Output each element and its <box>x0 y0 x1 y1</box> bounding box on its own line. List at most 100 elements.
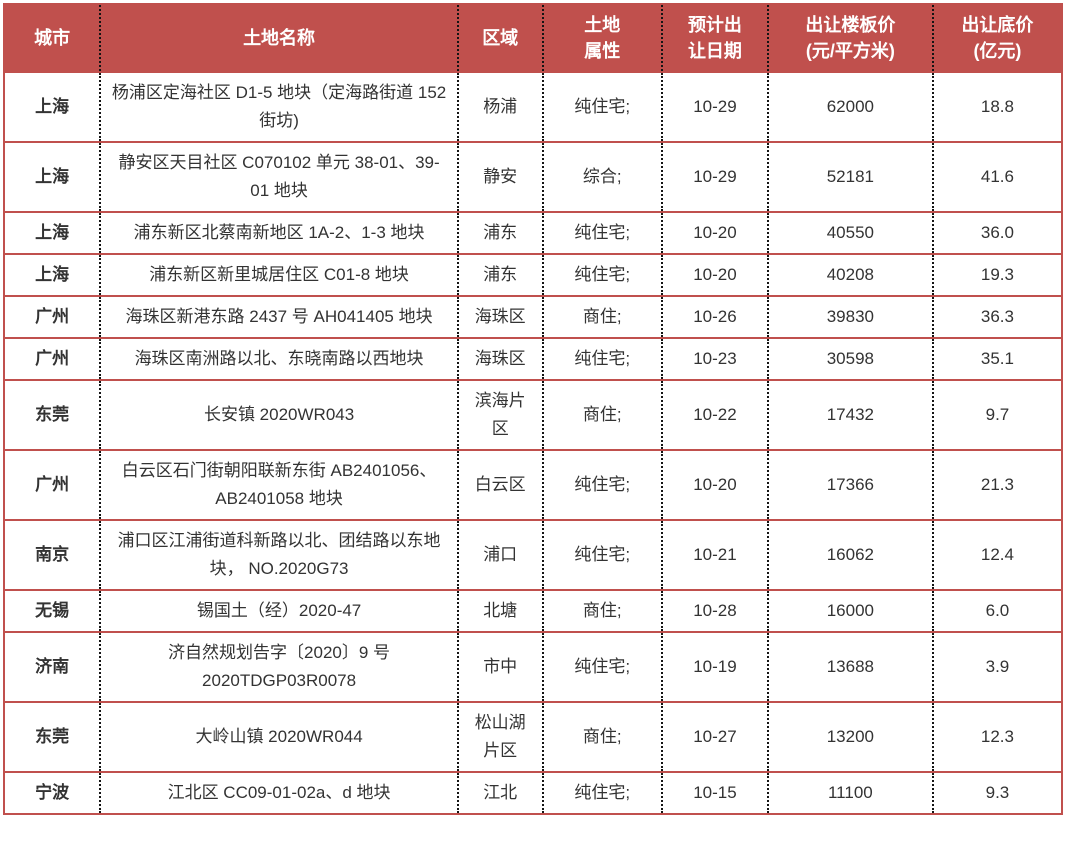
table-body: 上海 杨浦区定海社区 D1-5 地块（定海路街道 152 街坊) 杨浦 纯住宅; 10-… <box>4 71 1062 814</box>
land-auction-table: 城市 土地名称 区域 土地 属性 预计出 让日期 出让楼板价 (元/平方米) 出… <box>3 3 1063 815</box>
cell-name: 海珠区新港东路 2437 号 AH041405 地块 <box>99 295 458 338</box>
cell-name: 杨浦区定海社区 D1-5 地块（定海路街道 152 街坊) <box>99 71 458 142</box>
cell-attribute: 纯住宅; <box>541 71 663 142</box>
cell-floor_price: 52181 <box>766 141 933 212</box>
cell-region: 浦口 <box>456 519 543 590</box>
cell-city: 南京 <box>4 519 101 590</box>
table-row: 南京 浦口区江浦街道科新路以北、团结路以东地块， NO.2020G73 浦口 纯住宅;… <box>4 519 1062 590</box>
column-header-city: 城市 <box>4 4 101 72</box>
cell-region: 松山湖片区 <box>456 701 543 772</box>
cell-name: 静安区天目社区 C070102 单元 38-01、39-01 地块 <box>99 141 458 212</box>
cell-name: 浦口区江浦街道科新路以北、团结路以东地块， NO.2020G73 <box>99 519 458 590</box>
column-header-date: 预计出 让日期 <box>661 4 768 72</box>
cell-region: 浦东 <box>456 253 543 296</box>
cell-floor_price: 30598 <box>766 337 933 380</box>
cell-city: 广州 <box>4 295 101 338</box>
cell-date: 10-21 <box>661 519 768 590</box>
cell-date: 10-29 <box>661 71 768 142</box>
cell-attribute: 纯住宅; <box>541 631 663 702</box>
cell-name: 大岭山镇 2020WR044 <box>99 701 458 772</box>
cell-city: 上海 <box>4 211 101 254</box>
cell-base_price: 18.8 <box>931 71 1062 142</box>
cell-base_price: 41.6 <box>931 141 1062 212</box>
cell-date: 10-22 <box>661 379 768 450</box>
table-row: 东莞 长安镇 2020WR043 滨海片区 商住; 10-22 17432 9.7 <box>4 379 1062 450</box>
cell-base_price: 36.0 <box>931 211 1062 254</box>
cell-date: 10-15 <box>661 771 768 814</box>
cell-name: 浦东新区北蔡南新地区 1A-2、1-3 地块 <box>99 211 458 254</box>
cell-date: 10-19 <box>661 631 768 702</box>
cell-base_price: 3.9 <box>931 631 1062 702</box>
cell-region: 杨浦 <box>456 71 543 142</box>
cell-region: 白云区 <box>456 449 543 520</box>
cell-attribute: 纯住宅; <box>541 519 663 590</box>
cell-date: 10-29 <box>661 141 768 212</box>
table-row: 宁波 江北区 CC09-01-02a、d 地块 江北 纯住宅; 10-15 11100 9.… <box>4 771 1062 814</box>
cell-city: 无锡 <box>4 589 101 632</box>
cell-city: 济南 <box>4 631 101 702</box>
cell-name: 海珠区南洲路以北、东晓南路以西地块 <box>99 337 458 380</box>
table-row: 上海 浦东新区新里城居住区 C01-8 地块 浦东 纯住宅; 10-20 40208 19.… <box>4 253 1062 296</box>
cell-city: 东莞 <box>4 701 101 772</box>
table-row: 广州 海珠区南洲路以北、东晓南路以西地块 海珠区 纯住宅; 10-23 30598 35.1 <box>4 337 1062 380</box>
cell-attribute: 综合; <box>541 141 663 212</box>
cell-attribute: 商住; <box>541 589 663 632</box>
cell-attribute: 纯住宅; <box>541 253 663 296</box>
cell-floor_price: 17366 <box>766 449 933 520</box>
cell-name: 白云区石门街朝阳联新东街 AB2401056、AB2401058 地块 <box>99 449 458 520</box>
cell-date: 10-20 <box>661 449 768 520</box>
cell-base_price: 9.3 <box>931 771 1062 814</box>
table-row: 东莞 大岭山镇 2020WR044 松山湖片区 商住; 10-27 13200 12.3 <box>4 701 1062 772</box>
cell-region: 滨海片区 <box>456 379 543 450</box>
table-header: 城市 土地名称 区域 土地 属性 预计出 让日期 出让楼板价 (元/平方米) 出… <box>4 4 1062 72</box>
cell-date: 10-26 <box>661 295 768 338</box>
cell-name: 长安镇 2020WR043 <box>99 379 458 450</box>
cell-city: 上海 <box>4 141 101 212</box>
column-header-attribute: 土地 属性 <box>541 4 663 72</box>
cell-attribute: 纯住宅; <box>541 337 663 380</box>
cell-city: 宁波 <box>4 771 101 814</box>
cell-floor_price: 17432 <box>766 379 933 450</box>
cell-name: 浦东新区新里城居住区 C01-8 地块 <box>99 253 458 296</box>
cell-date: 10-28 <box>661 589 768 632</box>
cell-attribute: 商住; <box>541 295 663 338</box>
cell-attribute: 纯住宅; <box>541 449 663 520</box>
cell-name: 锡国土（经）2020-47 <box>99 589 458 632</box>
cell-base_price: 36.3 <box>931 295 1062 338</box>
cell-date: 10-23 <box>661 337 768 380</box>
cell-base_price: 35.1 <box>931 337 1062 380</box>
table-row: 无锡 锡国土（经）2020-47 北塘 商住; 10-28 16000 6.0 <box>4 589 1062 632</box>
cell-base_price: 6.0 <box>931 589 1062 632</box>
cell-region: 江北 <box>456 771 543 814</box>
cell-date: 10-27 <box>661 701 768 772</box>
cell-base_price: 19.3 <box>931 253 1062 296</box>
cell-region: 浦东 <box>456 211 543 254</box>
cell-base_price: 12.3 <box>931 701 1062 772</box>
cell-base_price: 9.7 <box>931 379 1062 450</box>
cell-floor_price: 40208 <box>766 253 933 296</box>
cell-floor_price: 11100 <box>766 771 933 814</box>
cell-floor_price: 16000 <box>766 589 933 632</box>
cell-date: 10-20 <box>661 253 768 296</box>
cell-base_price: 12.4 <box>931 519 1062 590</box>
cell-attribute: 商住; <box>541 379 663 450</box>
table-row: 上海 静安区天目社区 C070102 单元 38-01、39-01 地块 静安 综合;… <box>4 141 1062 212</box>
table-row: 上海 杨浦区定海社区 D1-5 地块（定海路街道 152 街坊) 杨浦 纯住宅; 10-… <box>4 71 1062 142</box>
cell-region: 北塘 <box>456 589 543 632</box>
cell-attribute: 纯住宅; <box>541 771 663 814</box>
cell-city: 广州 <box>4 449 101 520</box>
table-row: 广州 海珠区新港东路 2437 号 AH041405 地块 海珠区 商住; 10-26 3… <box>4 295 1062 338</box>
cell-floor_price: 16062 <box>766 519 933 590</box>
table-row: 广州 白云区石门街朝阳联新东街 AB2401056、AB2401058 地块 白云区… <box>4 449 1062 520</box>
cell-name: 济自然规划告字〔2020〕9 号 2020TDGP03R0078 <box>99 631 458 702</box>
header-row: 城市 土地名称 区域 土地 属性 预计出 让日期 出让楼板价 (元/平方米) 出… <box>4 4 1062 72</box>
cell-floor_price: 13688 <box>766 631 933 702</box>
cell-floor_price: 62000 <box>766 71 933 142</box>
cell-city: 广州 <box>4 337 101 380</box>
cell-city: 上海 <box>4 71 101 142</box>
table-row: 上海 浦东新区北蔡南新地区 1A-2、1-3 地块 浦东 纯住宅; 10-20 40550… <box>4 211 1062 254</box>
cell-city: 东莞 <box>4 379 101 450</box>
cell-date: 10-20 <box>661 211 768 254</box>
cell-region: 静安 <box>456 141 543 212</box>
cell-region: 海珠区 <box>456 295 543 338</box>
